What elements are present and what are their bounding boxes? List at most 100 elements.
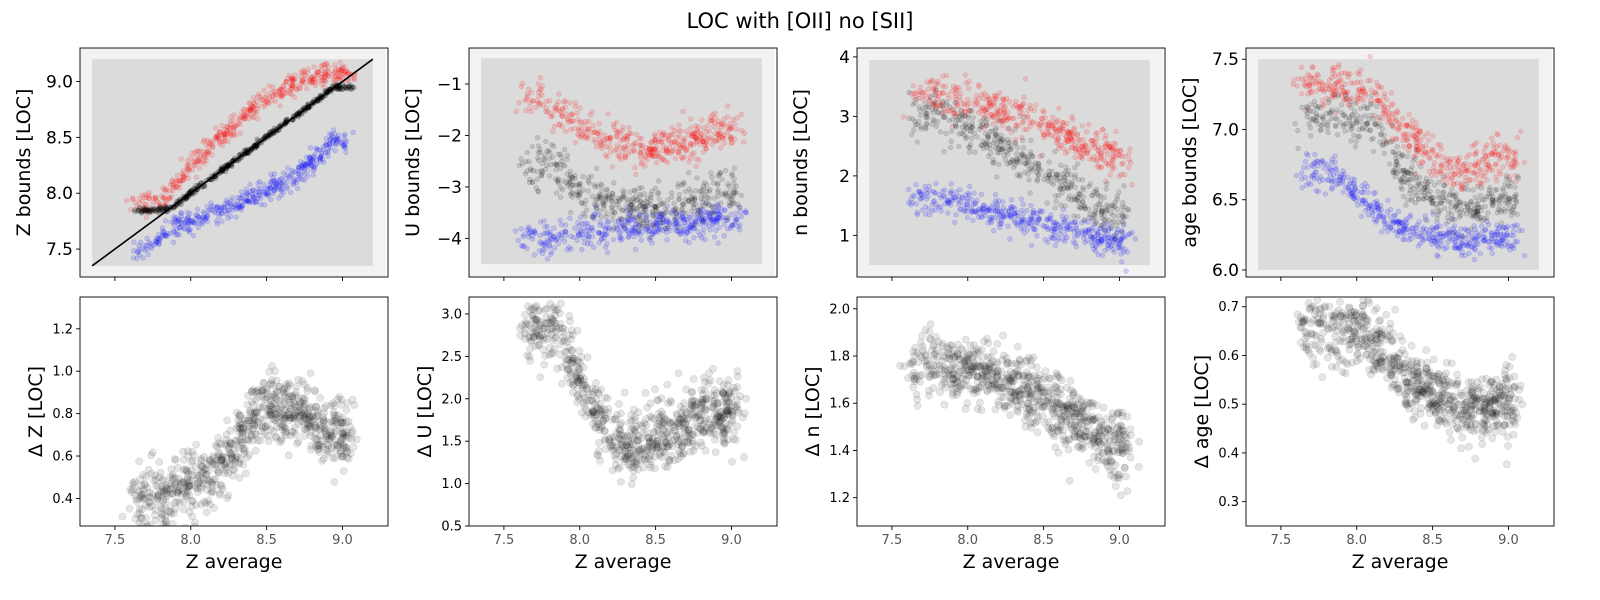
data-point [694, 211, 701, 217]
data-point [279, 92, 285, 99]
data-point [679, 206, 685, 212]
data-point [927, 79, 933, 86]
data-point [146, 210, 153, 216]
data-point [972, 200, 979, 206]
data-point [194, 206, 201, 213]
data-point [1488, 235, 1495, 242]
data-point [539, 168, 545, 175]
data-point [1024, 156, 1031, 162]
data-point [236, 203, 243, 210]
data-point [698, 216, 705, 223]
data-point [321, 74, 327, 81]
data-point [636, 203, 643, 209]
data-point [581, 122, 588, 128]
data-point [222, 208, 229, 214]
data-point [226, 207, 232, 214]
data-point [724, 194, 730, 200]
data-point [152, 194, 159, 201]
data-point [321, 77, 328, 84]
data-point [918, 126, 924, 132]
data-point [958, 112, 964, 119]
data-point [1378, 229, 1385, 235]
data-point [1314, 175, 1320, 181]
data-point [997, 107, 1003, 114]
data-point [1384, 208, 1391, 215]
data-point [574, 237, 580, 244]
data-point [305, 160, 311, 167]
data-point [942, 114, 948, 121]
data-point [1111, 236, 1118, 242]
data-point [652, 185, 659, 191]
data-point [964, 195, 971, 202]
data-point [728, 134, 734, 141]
data-point [342, 137, 348, 143]
data-point [1333, 166, 1339, 173]
data-point [654, 160, 660, 166]
data-point [1043, 223, 1050, 230]
data-point [1365, 78, 1371, 84]
data-point [1000, 204, 1006, 211]
data-point [1060, 186, 1067, 192]
data-point [706, 195, 712, 202]
data-point [144, 208, 151, 214]
data-point [316, 78, 322, 84]
data-point [539, 250, 546, 257]
data-point [146, 196, 153, 202]
data-point [132, 207, 138, 213]
data-point [246, 115, 252, 122]
data-point [1076, 199, 1082, 205]
data-point [702, 218, 708, 225]
data-point [340, 71, 346, 78]
data-point [1496, 197, 1503, 204]
data-point [639, 204, 646, 210]
data-point [1082, 227, 1089, 234]
data-point [1120, 214, 1126, 220]
data-point [582, 220, 588, 227]
data-point [996, 221, 1002, 228]
data-point [717, 200, 724, 206]
data-point [1478, 223, 1485, 229]
data-point [1318, 86, 1324, 93]
data-point [251, 110, 257, 116]
data-point [1350, 195, 1357, 202]
data-point [986, 97, 993, 103]
data-point [1091, 144, 1098, 151]
data-point [1381, 94, 1387, 100]
data-point [1512, 156, 1519, 162]
data-point [1084, 150, 1090, 156]
data-point [1103, 181, 1110, 187]
data-point [656, 196, 662, 202]
data-point [1308, 101, 1314, 108]
data-point [341, 144, 347, 150]
data-point [670, 131, 676, 138]
data-point [944, 200, 951, 207]
data-point [697, 188, 703, 195]
data-point [575, 220, 581, 226]
data-point [1382, 104, 1388, 110]
data-point [1364, 121, 1370, 128]
data-point [184, 218, 190, 224]
data-point [710, 123, 717, 130]
data-point [714, 219, 721, 226]
data-point [559, 113, 565, 119]
data-point [1079, 199, 1086, 206]
data-point [664, 216, 670, 223]
data-point [698, 235, 705, 241]
data-point [1313, 80, 1319, 86]
data-point [294, 185, 301, 192]
data-point [1334, 132, 1341, 138]
data-point [1311, 98, 1318, 105]
data-point [1413, 120, 1419, 126]
data-point [1359, 201, 1365, 207]
data-point [978, 123, 984, 129]
data-point [173, 184, 179, 191]
data-point [1480, 156, 1486, 162]
data-point [1094, 147, 1101, 153]
data-point [1090, 154, 1097, 160]
data-point [1415, 160, 1422, 167]
data-point [1064, 184, 1071, 190]
data-point [554, 162, 560, 168]
data-point [599, 201, 606, 207]
data-point [933, 81, 939, 88]
